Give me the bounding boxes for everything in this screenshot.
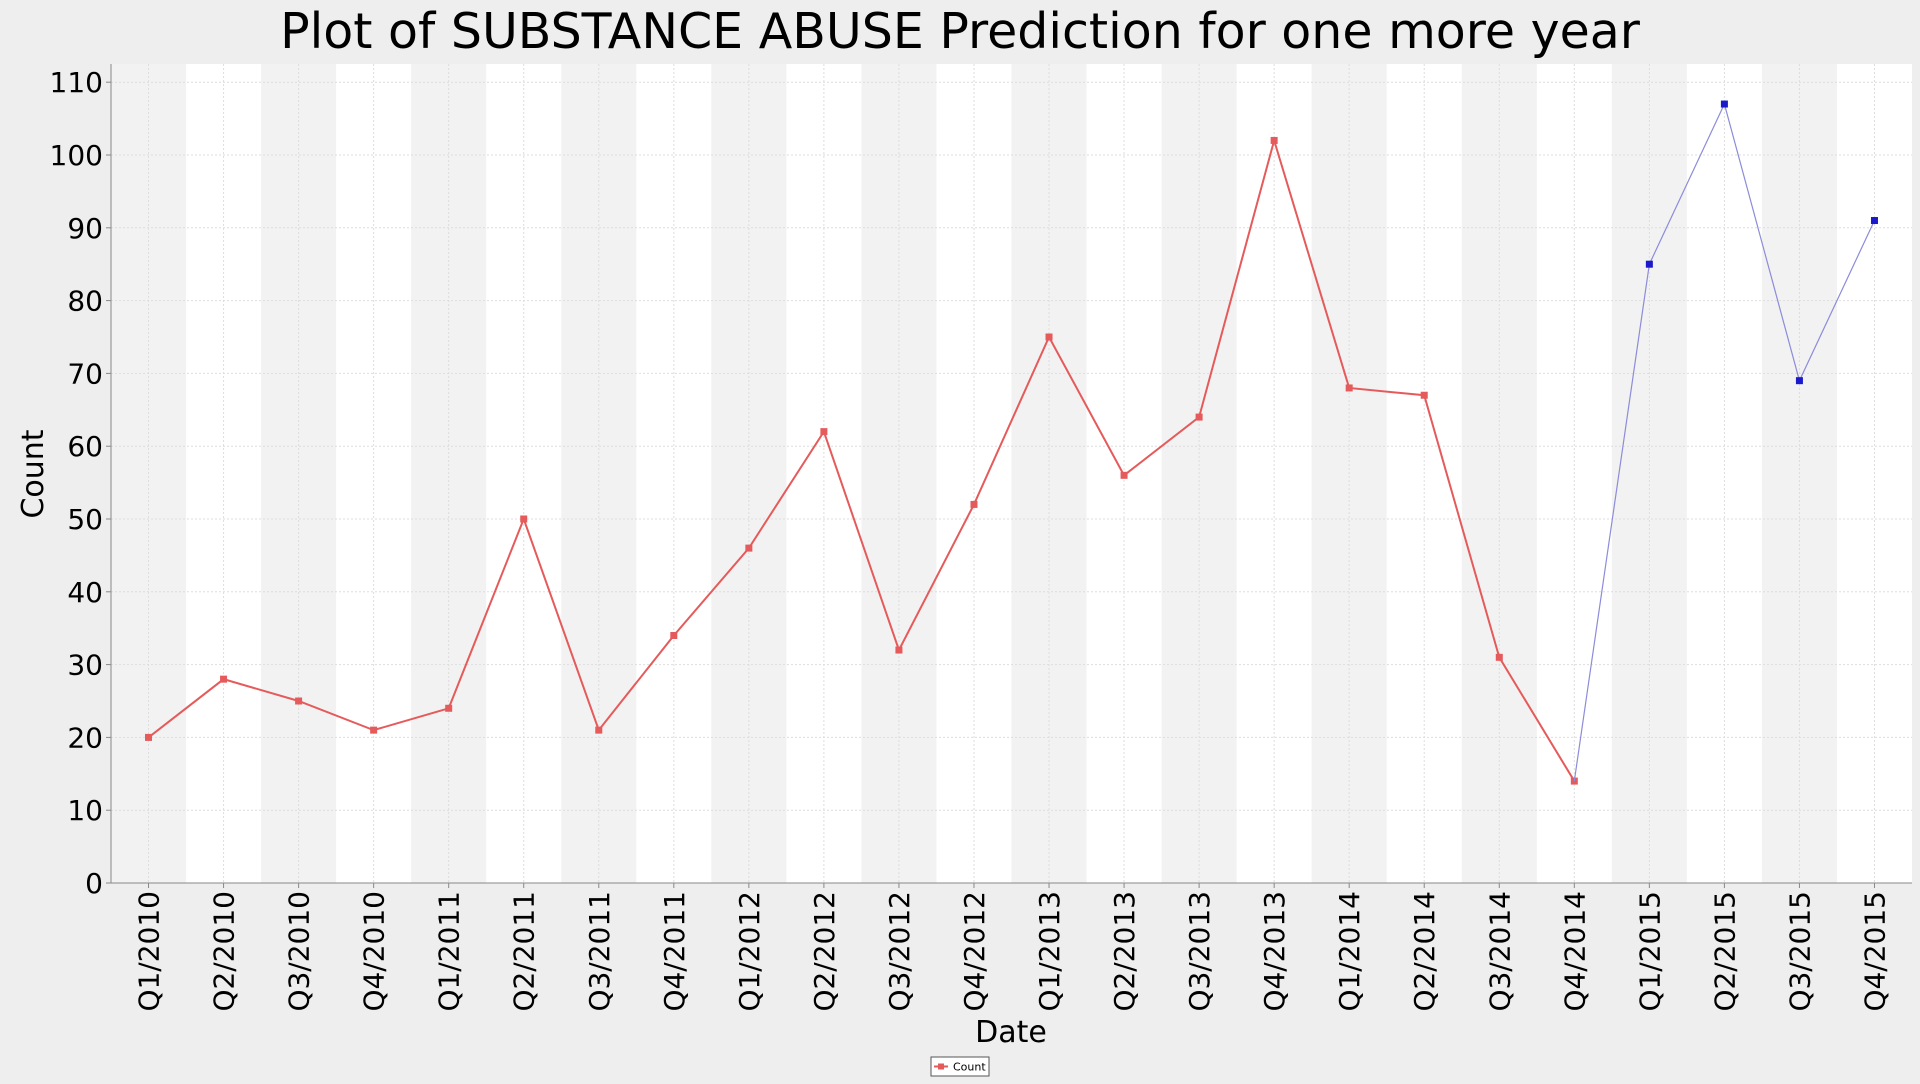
x-tick-label: Q2/2011 bbox=[508, 891, 541, 1012]
x-tick-label: Q3/2010 bbox=[283, 891, 316, 1012]
series-line bbox=[147, 136, 1576, 782]
y-tick-label: 20 bbox=[67, 721, 103, 754]
data-point bbox=[1645, 260, 1653, 268]
y-tick-label: 110 bbox=[50, 66, 103, 99]
y-tick-label: 100 bbox=[50, 139, 103, 172]
y-tick-label: 60 bbox=[67, 430, 103, 463]
data-point bbox=[220, 675, 228, 683]
plot-area bbox=[111, 64, 1912, 883]
x-tick-label: Q3/2013 bbox=[1183, 891, 1216, 1012]
legend-label: Count bbox=[953, 1061, 986, 1074]
x-axis: Q1/2010 Q2/2010 Q3/2010 Q4/2010 Q1/2011 Q2/20… bbox=[111, 882, 1912, 1012]
x-tick-label: Q1/2011 bbox=[433, 891, 466, 1012]
x-tick-label: Q4/2013 bbox=[1258, 891, 1291, 1012]
x-tick-label: Q4/2015 bbox=[1858, 891, 1891, 1012]
data-point bbox=[1870, 217, 1878, 225]
data-point bbox=[670, 631, 678, 639]
data-point bbox=[295, 697, 303, 705]
y-tick-label: 30 bbox=[67, 649, 103, 682]
data-point bbox=[820, 428, 828, 436]
legend-swatch-marker bbox=[938, 1063, 944, 1070]
x-tick-label: Q2/2010 bbox=[208, 891, 241, 1012]
x-tick-label: Q1/2015 bbox=[1633, 891, 1666, 1012]
x-tick-label: Q2/2012 bbox=[808, 891, 841, 1012]
series-1 bbox=[1573, 100, 1878, 782]
data-point bbox=[1420, 391, 1428, 399]
data-point bbox=[145, 733, 153, 741]
y-tick-label: 10 bbox=[67, 794, 103, 827]
x-tick-label: Q2/2013 bbox=[1108, 891, 1141, 1012]
data-point bbox=[745, 544, 753, 552]
y-tick-label: 40 bbox=[67, 576, 103, 609]
legend-box bbox=[930, 1056, 990, 1077]
x-tick-label: Q4/2012 bbox=[958, 891, 991, 1012]
data-point bbox=[895, 646, 903, 654]
data-point bbox=[1195, 413, 1203, 421]
data-point bbox=[1270, 136, 1278, 144]
data-point bbox=[1045, 333, 1053, 341]
y-tick-label: 0 bbox=[85, 867, 103, 900]
x-tick-label: Q4/2010 bbox=[358, 891, 391, 1012]
y-tick-label: 50 bbox=[67, 503, 103, 536]
x-tick-label: Q3/2014 bbox=[1483, 891, 1516, 1012]
x-axis-label: Date bbox=[975, 1015, 1047, 1050]
data-point bbox=[595, 726, 603, 734]
data-point bbox=[370, 726, 378, 734]
x-tick-label: Q4/2014 bbox=[1558, 891, 1591, 1012]
data-point bbox=[1120, 471, 1128, 479]
x-tick-label: Q1/2013 bbox=[1033, 891, 1066, 1012]
x-tick-label: Q1/2014 bbox=[1333, 891, 1366, 1012]
y-tick-label: 90 bbox=[67, 212, 103, 245]
series-layer bbox=[145, 100, 1878, 785]
data-point bbox=[970, 500, 978, 508]
y-tick-label: 80 bbox=[67, 285, 103, 318]
x-tick-label: Q2/2014 bbox=[1408, 891, 1441, 1012]
legend: Count bbox=[930, 1056, 990, 1077]
data-point bbox=[1345, 384, 1353, 392]
y-axis: 0 10 20 30 40 50 60 70 80 90 100 110 bbox=[50, 64, 112, 900]
x-tick-label: Q3/2012 bbox=[883, 891, 916, 1012]
data-point bbox=[520, 515, 528, 523]
data-point bbox=[1495, 653, 1503, 661]
x-tick-label: Q3/2011 bbox=[583, 891, 616, 1012]
y-axis-label: Count bbox=[16, 429, 51, 518]
data-point bbox=[1795, 377, 1803, 385]
x-tick-label: Q2/2015 bbox=[1708, 891, 1741, 1012]
chart-title: Plot of SUBSTANCE ABUSE Prediction for o… bbox=[280, 3, 1641, 60]
data-point bbox=[445, 704, 453, 712]
x-tick-label: Q4/2011 bbox=[658, 891, 691, 1012]
x-tick-label: Q1/2010 bbox=[133, 891, 166, 1012]
x-tick-label: Q3/2015 bbox=[1783, 891, 1816, 1012]
data-point bbox=[1720, 100, 1728, 108]
x-tick-label: Q1/2012 bbox=[733, 891, 766, 1012]
y-tick-label: 70 bbox=[67, 357, 103, 390]
series-0 bbox=[145, 136, 1578, 785]
